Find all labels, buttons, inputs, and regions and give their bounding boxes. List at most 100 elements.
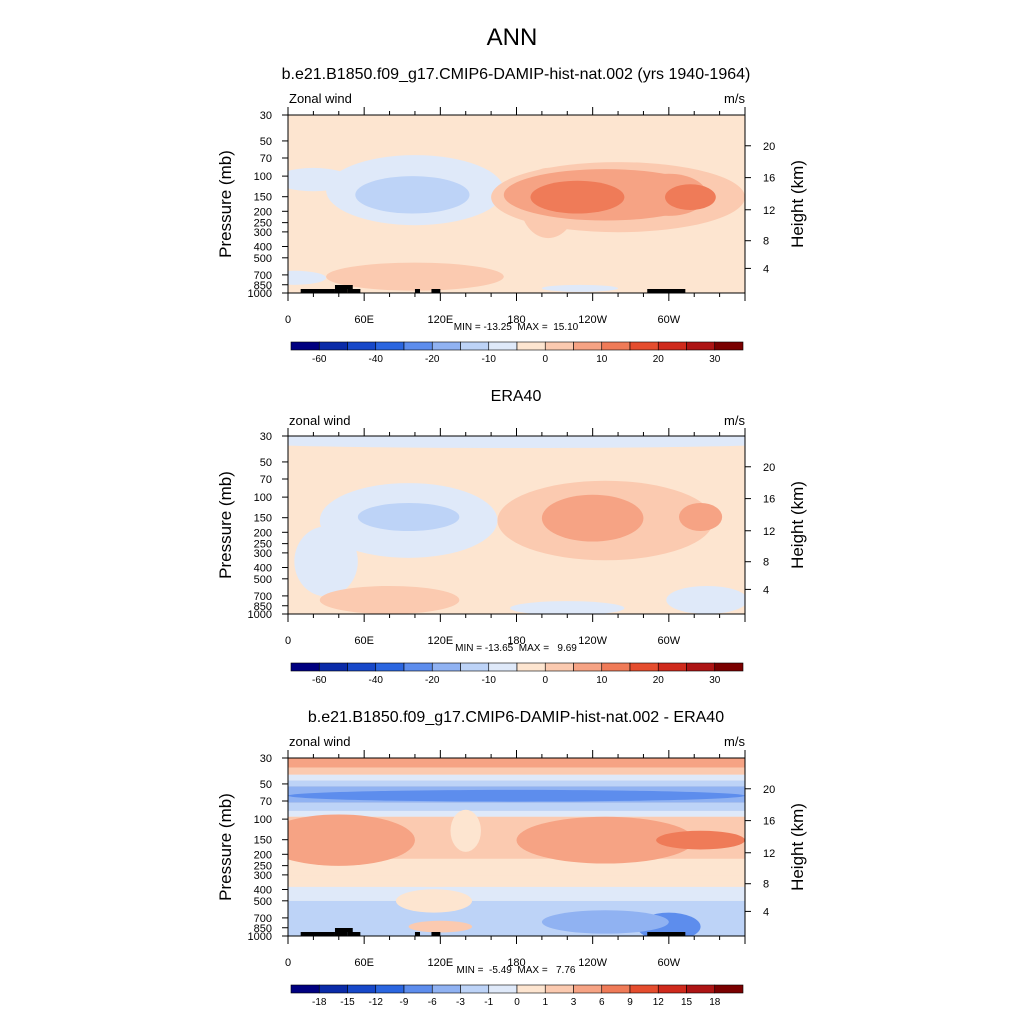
pressure-tick-label: 70 [260, 153, 272, 165]
colorbar-box [686, 341, 716, 351]
colorbar-box [629, 984, 659, 994]
colorbar-box [403, 662, 433, 672]
lon-tick-label: 120W [578, 314, 607, 326]
colorbar-box [431, 341, 461, 351]
colorbar-label: 0 [542, 354, 548, 365]
colorbar-box [686, 984, 716, 994]
lon-tick-label: 120E [427, 957, 453, 969]
plot-field [288, 115, 745, 293]
colorbar-label: -9 [400, 997, 409, 1008]
colorbar-box [488, 984, 518, 994]
colorbar-box [318, 984, 348, 994]
min-max-stats: MIN = -13.65 MAX = 9.69 [455, 643, 577, 654]
colorbar-label: 10 [596, 354, 608, 365]
colorbar-box [290, 984, 320, 994]
colorbar-label: -6 [428, 997, 437, 1008]
lon-tick-label: 0 [285, 957, 291, 969]
pressure-tick-label: 300 [254, 870, 272, 882]
land-mask [300, 289, 335, 293]
height-tick-label: 12 [763, 205, 775, 217]
contour-region [678, 502, 723, 532]
pressure-tick-label: 30 [260, 753, 272, 765]
contour-band [288, 758, 745, 768]
height-tick-label: 8 [763, 557, 769, 569]
pressure-tick-label: 70 [260, 796, 272, 808]
units-label: m/s [724, 413, 745, 428]
colorbar-box [516, 662, 546, 672]
pressure-tick-label: 50 [260, 136, 272, 148]
pressure-tick-label: 200 [254, 527, 272, 539]
contour-band [288, 780, 745, 787]
lon-tick-label: 60W [658, 314, 681, 326]
contour-region [294, 526, 358, 597]
pressure-tick-label: 100 [254, 492, 272, 504]
colorbar-label: -20 [425, 675, 440, 686]
height-axis-title: Height (km) [788, 481, 807, 569]
pressure-axis-title: Pressure (mb) [216, 793, 235, 901]
colorbar-box [318, 662, 348, 672]
colorbar-label: 20 [653, 675, 665, 686]
contour-band [288, 810, 745, 817]
longitude-axis: 0 60E 120E 180 120W 60W [285, 750, 746, 969]
colorbar-box [460, 984, 490, 994]
colorbar-box [629, 341, 659, 351]
figure-title: ANN [487, 24, 538, 51]
colorbar-box [714, 984, 744, 994]
variable-label: zonal wind [289, 413, 350, 428]
lon-tick-label: 120W [578, 635, 607, 647]
colorbar-box [686, 662, 716, 672]
pressure-tick-label: 150 [254, 835, 272, 847]
height-tick-label: 20 [763, 141, 775, 153]
height-tick-label: 4 [763, 906, 769, 918]
colorbar-box [431, 984, 461, 994]
colorbar-box [714, 341, 744, 351]
colorbar-box [431, 662, 461, 672]
colorbar-box [601, 341, 631, 351]
land-mask [334, 285, 353, 289]
colorbar-label: -40 [369, 675, 384, 686]
pressure-tick-label: 250 [254, 539, 272, 551]
pressure-axis-title: Pressure (mb) [216, 471, 235, 579]
colorbar-box [714, 662, 744, 672]
pressure-tick-label: 30 [260, 431, 272, 443]
height-tick-label: 16 [763, 173, 775, 185]
height-axis: 20 16 12 8 4 [745, 784, 775, 918]
colorbar-label: -3 [456, 997, 465, 1008]
longitude-axis: 0 60E 120E 180 120W 60W [285, 107, 746, 326]
contour-region [288, 436, 745, 449]
contour-region [516, 816, 695, 864]
colorbar-label: -1 [484, 997, 493, 1008]
lon-tick-label: 180 [507, 314, 525, 326]
pressure-tick-label: 1000 [248, 931, 272, 943]
pressure-tick-label: 850 [254, 923, 272, 935]
colorbar-box [488, 662, 518, 672]
land-mask [347, 932, 361, 936]
colorbar-label: 18 [709, 997, 721, 1008]
colorbar-box [544, 341, 574, 351]
pressure-tick-label: 850 [254, 601, 272, 613]
contour-region [541, 494, 644, 542]
colorbar-label: 30 [709, 354, 721, 365]
pressure-tick-label: 50 [260, 457, 272, 469]
contour-region [450, 809, 481, 852]
units-label: m/s [724, 91, 745, 106]
pressure-axis-title: Pressure (mb) [216, 150, 235, 258]
min-max-stats: MIN = -13.25 MAX = 15.10 [454, 322, 579, 333]
pressure-tick-label: 400 [254, 562, 272, 574]
pressure-tick-label: 200 [254, 849, 272, 861]
height-tick-label: 20 [763, 462, 775, 474]
pressure-tick-label: 700 [254, 270, 272, 282]
height-tick-label: 8 [763, 236, 769, 248]
pressure-tick-label: 700 [254, 913, 272, 925]
lon-tick-label: 120W [578, 957, 607, 969]
lon-tick-label: 60E [354, 957, 374, 969]
colorbar: -60 -40 -20 -10 0 10 20 30 [290, 341, 744, 365]
land-mask [300, 932, 335, 936]
panel-title: b.e21.B1850.f09_g17.CMIP6-DAMIP-hist-nat… [282, 66, 751, 83]
colorbar-box [573, 984, 603, 994]
colorbar-box [460, 341, 490, 351]
colorbar-box [657, 341, 687, 351]
panel-title: b.e21.B1850.f09_g17.CMIP6-DAMIP-hist-nat… [308, 709, 724, 726]
height-tick-label: 8 [763, 879, 769, 891]
